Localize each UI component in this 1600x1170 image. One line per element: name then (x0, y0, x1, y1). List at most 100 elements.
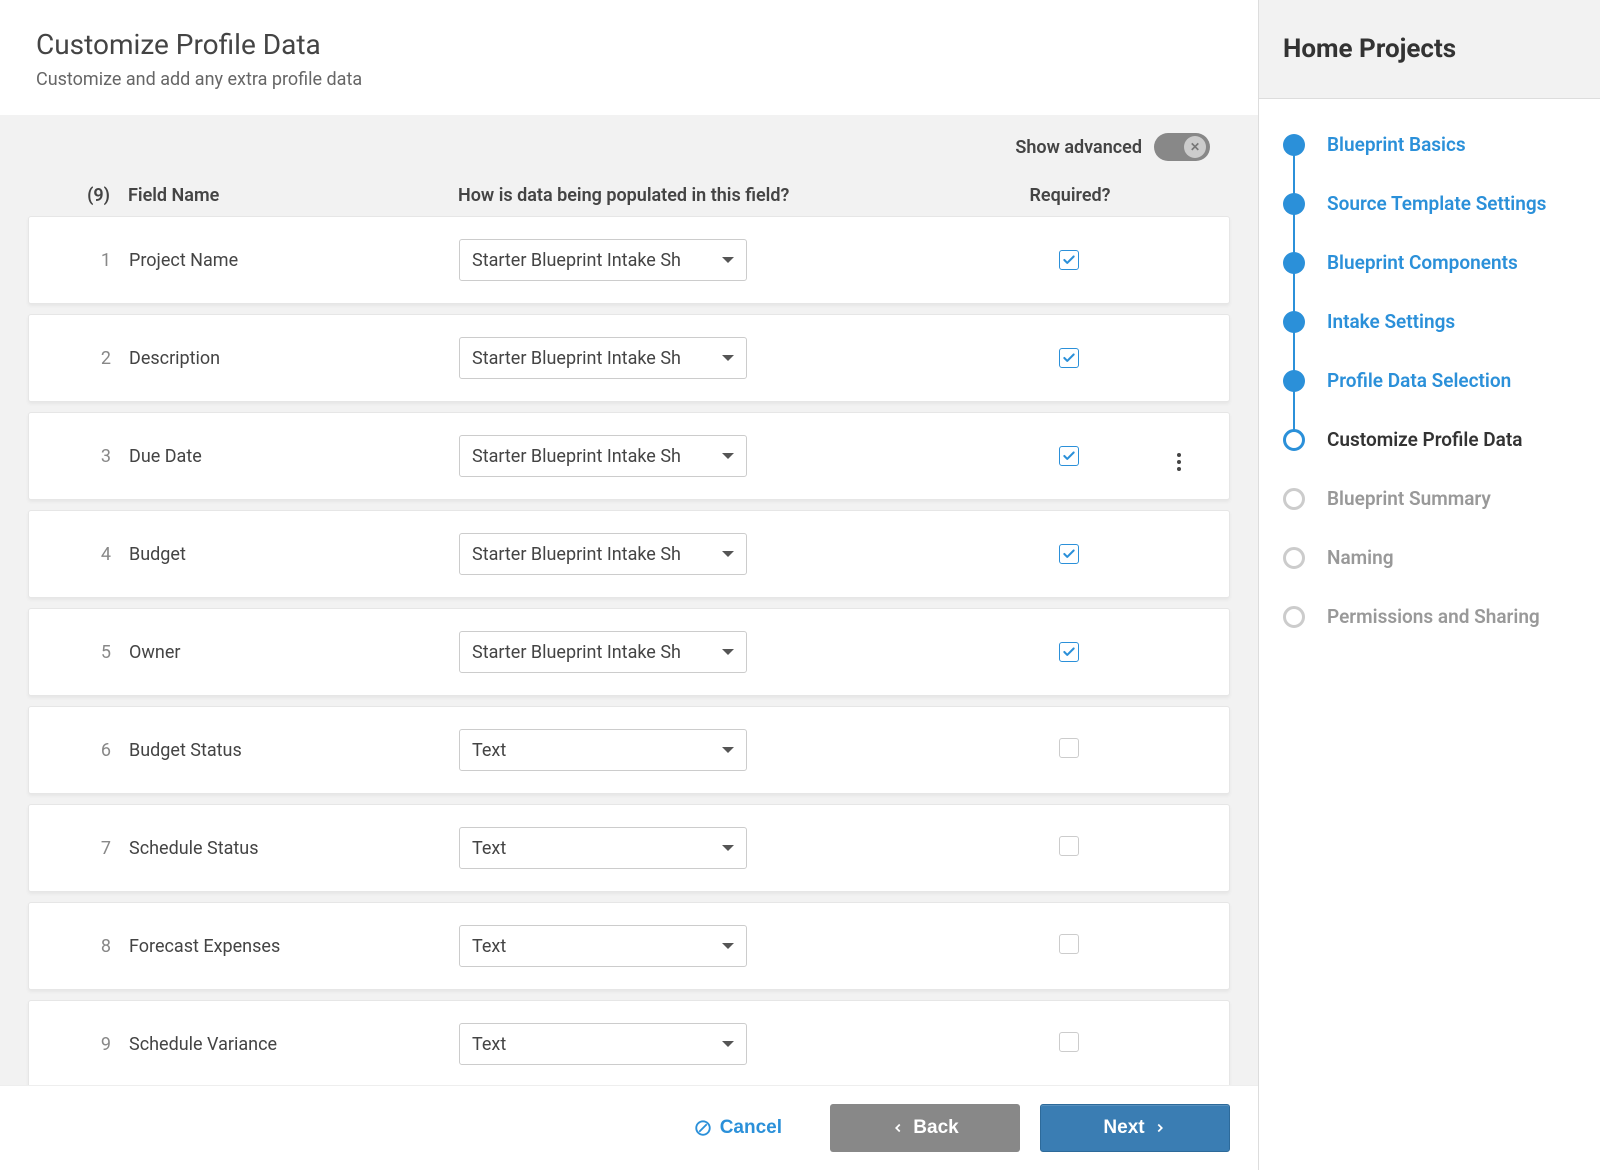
required-checkbox[interactable] (1059, 836, 1079, 856)
row-number: 6 (49, 740, 129, 761)
chevron-right-icon (1153, 1121, 1167, 1135)
source-select[interactable]: Starter Blueprint Intake Sh (459, 337, 747, 379)
row-field-name: Forecast Expenses (129, 936, 459, 957)
step-connector (1293, 391, 1295, 430)
wizard-step[interactable]: Naming (1283, 546, 1576, 605)
source-select[interactable]: Starter Blueprint Intake Sh (459, 435, 747, 477)
row-number: 9 (49, 1034, 129, 1055)
wizard-step[interactable]: Source Template Settings (1283, 192, 1576, 251)
wizard-step[interactable]: Blueprint Summary (1283, 487, 1576, 546)
wizard-step[interactable]: Profile Data Selection (1283, 369, 1576, 428)
step-connector (1293, 155, 1295, 194)
side-title: Home Projects (1283, 34, 1576, 64)
required-checkbox[interactable] (1059, 642, 1079, 662)
step-connector (1293, 509, 1295, 548)
row-required-cell (989, 544, 1149, 565)
required-checkbox[interactable] (1059, 446, 1079, 466)
show-advanced-toggle[interactable]: ✕ (1154, 133, 1210, 161)
wizard-step[interactable]: Blueprint Components (1283, 251, 1576, 310)
row-number: 3 (49, 446, 129, 467)
row-menu-cell (1149, 442, 1209, 471)
source-select[interactable]: Text (459, 1023, 747, 1065)
step-marker-icon (1283, 193, 1305, 215)
columns-header: (9) Field Name How is data being populat… (28, 175, 1230, 216)
source-select[interactable]: Starter Blueprint Intake Sh (459, 239, 747, 281)
step-label: Permissions and Sharing (1327, 605, 1540, 628)
source-select[interactable]: Text (459, 925, 747, 967)
source-select[interactable]: Text (459, 827, 747, 869)
row-required-cell (989, 348, 1149, 369)
wizard-step[interactable]: Permissions and Sharing (1283, 605, 1576, 628)
kebab-menu-icon[interactable] (1177, 453, 1181, 471)
source-select[interactable]: Starter Blueprint Intake Sh (459, 533, 747, 575)
step-marker-icon (1283, 370, 1305, 392)
source-select-value: Starter Blueprint Intake Sh (472, 642, 681, 663)
required-checkbox[interactable] (1059, 738, 1079, 758)
side-panel: Home Projects Blueprint Basics Source Tem… (1258, 0, 1600, 1170)
caret-down-icon (722, 649, 734, 655)
side-header: Home Projects (1259, 0, 1600, 99)
row-field-name: Due Date (129, 446, 459, 467)
wizard-step[interactable]: Intake Settings (1283, 310, 1576, 369)
chevron-left-icon (891, 1121, 905, 1135)
row-source-cell: Text (459, 925, 989, 967)
next-button[interactable]: Next (1040, 1104, 1230, 1152)
row-source-cell: Text (459, 1023, 989, 1065)
row-field-name: Schedule Status (129, 838, 459, 859)
step-connector (1293, 332, 1295, 371)
row-source-cell: Text (459, 827, 989, 869)
step-label: Blueprint Basics (1327, 133, 1466, 156)
source-select[interactable]: Text (459, 729, 747, 771)
row-required-cell (989, 642, 1149, 663)
field-row: 2DescriptionStarter Blueprint Intake Sh (28, 314, 1230, 402)
row-required-cell (989, 1032, 1149, 1056)
step-marker-icon (1283, 252, 1305, 274)
source-select[interactable]: Starter Blueprint Intake Sh (459, 631, 747, 673)
page-title: Customize Profile Data (36, 28, 1222, 61)
field-row: 4BudgetStarter Blueprint Intake Sh (28, 510, 1230, 598)
source-select-value: Starter Blueprint Intake Sh (472, 250, 681, 271)
column-required: Required? (990, 185, 1150, 206)
step-marker-icon (1283, 488, 1305, 510)
column-populated: How is data being populated in this fiel… (458, 185, 990, 206)
step-marker-icon (1283, 606, 1305, 628)
row-source-cell: Starter Blueprint Intake Sh (459, 435, 989, 477)
row-field-name: Schedule Variance (129, 1034, 459, 1055)
field-row: 1Project NameStarter Blueprint Intake Sh (28, 216, 1230, 304)
required-checkbox[interactable] (1059, 1032, 1079, 1052)
row-number: 4 (49, 544, 129, 565)
row-number: 2 (49, 348, 129, 369)
required-checkbox[interactable] (1059, 250, 1079, 270)
row-number: 8 (49, 936, 129, 957)
caret-down-icon (722, 551, 734, 557)
row-source-cell: Starter Blueprint Intake Sh (459, 239, 989, 281)
row-source-cell: Starter Blueprint Intake Sh (459, 533, 989, 575)
column-count: (9) (48, 185, 128, 206)
required-checkbox[interactable] (1059, 348, 1079, 368)
back-button[interactable]: Back (830, 1104, 1020, 1152)
required-checkbox[interactable] (1059, 934, 1079, 954)
main-panel: Customize Profile Data Customize and add… (0, 0, 1258, 1170)
caret-down-icon (722, 845, 734, 851)
show-advanced-row: Show advanced ✕ (28, 133, 1230, 161)
wizard-step[interactable]: Customize Profile Data (1283, 428, 1576, 487)
required-checkbox[interactable] (1059, 544, 1079, 564)
source-select-value: Starter Blueprint Intake Sh (472, 446, 681, 467)
step-connector (1293, 273, 1295, 312)
step-connector (1293, 450, 1295, 489)
page-subtitle: Customize and add any extra profile data (36, 69, 1222, 90)
wizard-step[interactable]: Blueprint Basics (1283, 133, 1576, 192)
steps-list: Blueprint Basics Source Template Settings… (1259, 99, 1600, 662)
row-required-cell (989, 446, 1149, 467)
source-select-value: Starter Blueprint Intake Sh (472, 544, 681, 565)
next-label: Next (1103, 1117, 1144, 1139)
step-label: Blueprint Components (1327, 251, 1518, 274)
column-field-name: Field Name (128, 185, 458, 206)
step-marker-icon (1283, 134, 1305, 156)
field-row: 9Schedule VarianceText (28, 1000, 1230, 1085)
cancel-button[interactable]: Cancel (666, 1104, 810, 1152)
source-select-value: Text (472, 936, 506, 957)
source-select-value: Text (472, 838, 506, 859)
caret-down-icon (722, 355, 734, 361)
step-connector (1293, 214, 1295, 253)
